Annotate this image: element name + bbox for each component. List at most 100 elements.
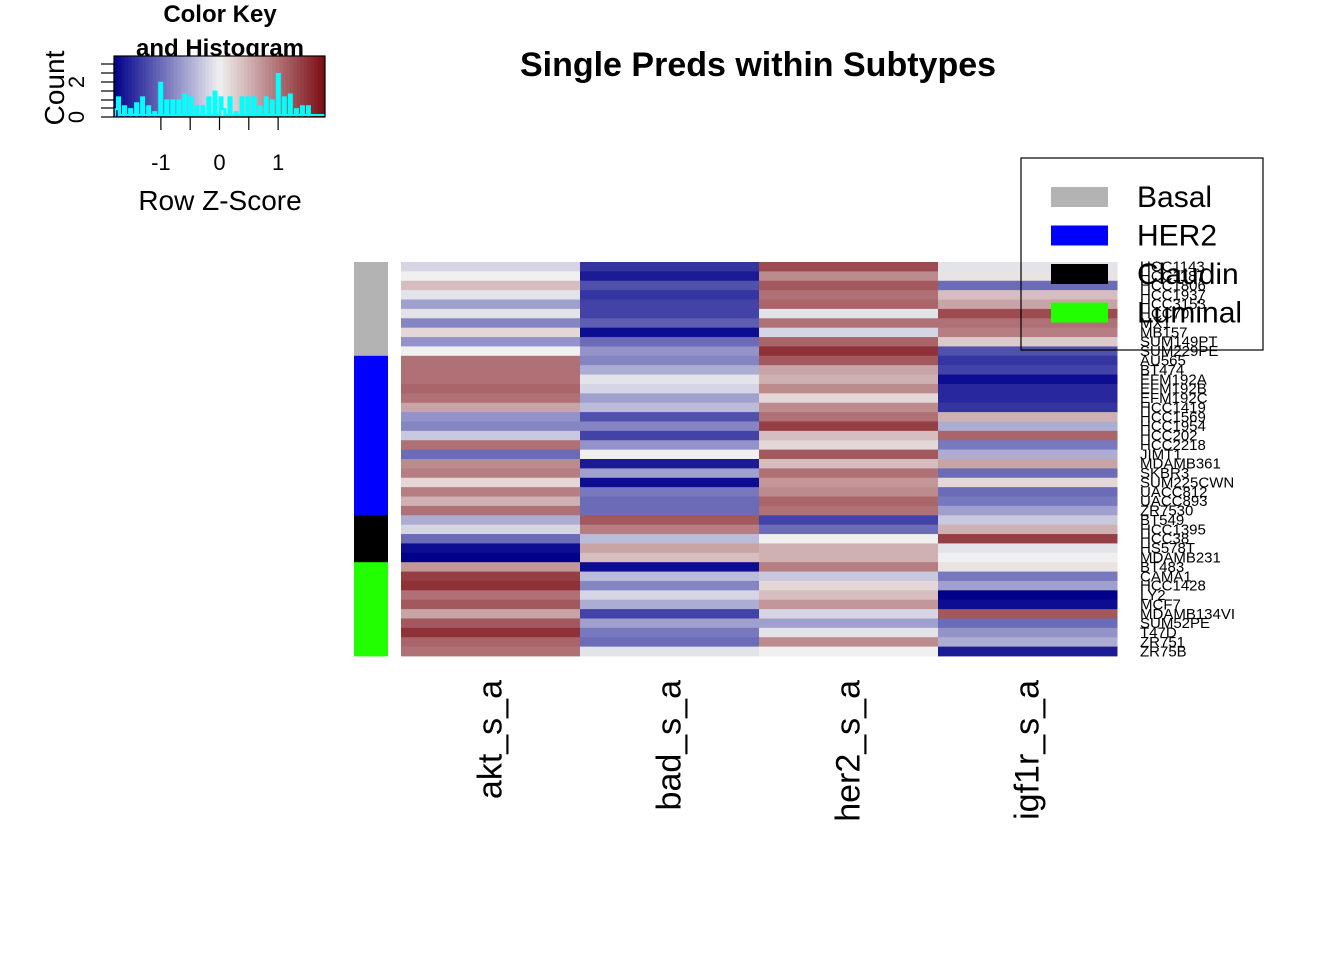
heatmap-cell [580, 524, 760, 535]
color-key-swatch [268, 56, 273, 117]
heatmap-cell [580, 337, 760, 347]
color-key-swatch [265, 56, 270, 117]
heatmap-cell [580, 412, 760, 422]
subtype-bar-segment [354, 468, 388, 479]
heatmap-cell [401, 505, 581, 516]
subtype-bar-segment [354, 599, 388, 610]
heatmap-cell [401, 552, 581, 563]
heatmap-cell [401, 430, 581, 441]
row-label: MB157 [1140, 324, 1188, 341]
row-label: LY2 [1140, 587, 1166, 604]
color-key-swatch [289, 56, 294, 117]
heatmap-cell [759, 515, 939, 526]
color-key-swatch [286, 56, 291, 117]
heatmap-cell [938, 571, 1118, 582]
heatmap-cell [938, 580, 1118, 591]
subtype-bar-segment [354, 383, 388, 394]
heatmap-cell [759, 477, 939, 488]
color-key-swatch [149, 56, 154, 117]
heatmap-cell [759, 646, 939, 657]
subtype-bar-segment [354, 393, 388, 404]
color-key-swatch [205, 56, 210, 117]
heatmap-cell [401, 534, 581, 544]
heatmap-cell [401, 383, 581, 394]
heatmap-cell [938, 280, 1118, 291]
heatmap-cell [938, 346, 1118, 357]
subtype-bar-segment [354, 402, 388, 413]
color-key-swatch [184, 56, 189, 117]
heatmap-cell [759, 505, 939, 516]
heatmap-cell [401, 280, 581, 291]
heatmap-cell [938, 402, 1118, 413]
heatmap-cell [759, 627, 939, 638]
chart-title: Single Preds within Subtypes [520, 46, 996, 84]
heatmap-cell [938, 534, 1118, 544]
heatmap-cell [759, 402, 939, 413]
heatmap-cell [580, 393, 760, 404]
heatmap-cell [401, 449, 581, 460]
row-label: HCC70 [1140, 306, 1189, 323]
color-key-swatch [240, 56, 245, 117]
heatmap-cell [938, 515, 1118, 526]
heatmap-cell [580, 627, 760, 638]
color-key-swatch [194, 56, 199, 117]
row-label: SUM225CWN [1140, 474, 1234, 491]
heatmap-cell [759, 524, 939, 535]
heatmap-cell [401, 477, 581, 488]
heatmap-cell [401, 580, 581, 591]
heatmap-cell [938, 318, 1118, 329]
heatmap-cell [938, 430, 1118, 441]
heatmap-cell [759, 337, 939, 347]
color-key-swatch [114, 56, 119, 117]
row-label: ZR7530 [1140, 503, 1193, 520]
legend-swatch [1051, 225, 1108, 246]
heatmap-cell [401, 290, 581, 300]
heatmap-cell [938, 487, 1118, 497]
heatmap-cell [401, 646, 581, 657]
color-key-swatch [219, 56, 224, 117]
heatmap-cell [759, 355, 939, 366]
heatmap-cell [938, 552, 1118, 563]
color-key-swatch [307, 56, 312, 117]
color-key-swatch [321, 56, 326, 117]
color-key-swatch [201, 56, 206, 117]
row-label: MDAMB361 [1140, 456, 1221, 473]
subtype-bar-segment [354, 430, 388, 441]
heatmap-cell [759, 609, 939, 619]
heatmap-cell [580, 271, 760, 282]
heatmap-cell [759, 637, 939, 648]
heatmap-cell [580, 580, 760, 591]
color-key-title-line1: Color Key [163, 1, 277, 28]
row-label: JIMT1 [1140, 446, 1182, 463]
color-key-swatch [254, 56, 259, 117]
row-label: MCF7 [1140, 596, 1181, 613]
heatmap-cell [759, 562, 939, 572]
heatmap-cell [401, 421, 581, 432]
color-key-swatch [212, 56, 217, 117]
heatmap-cell [759, 543, 939, 554]
color-key-swatch [230, 56, 235, 117]
subtype-bar-segment [354, 505, 388, 516]
heatmap-cell [938, 524, 1118, 535]
color-key-swatch [135, 56, 140, 117]
heatmap-cell [580, 496, 760, 507]
color-key-y-label: Count [39, 50, 70, 125]
subtype-bar-segment [354, 299, 388, 310]
subtype-bar-segment [354, 524, 388, 535]
legend-swatch [1051, 302, 1108, 323]
row-label: AU565 [1140, 353, 1186, 370]
heatmap-cell [580, 383, 760, 394]
subtype-bar-segment [354, 580, 388, 591]
heatmap-cell [580, 402, 760, 413]
color-key-swatch [180, 56, 185, 117]
heatmap-cell [580, 318, 760, 329]
heatmap-cell [759, 534, 939, 544]
heatmap-cell [401, 637, 581, 648]
color-key-swatch [215, 56, 220, 117]
color-key-swatch [138, 56, 143, 117]
heatmap-cell [759, 365, 939, 375]
heatmap-cell [938, 505, 1118, 516]
subtype-bar-segment [354, 571, 388, 582]
heatmap-cell [759, 468, 939, 479]
heatmap-cell [580, 365, 760, 375]
